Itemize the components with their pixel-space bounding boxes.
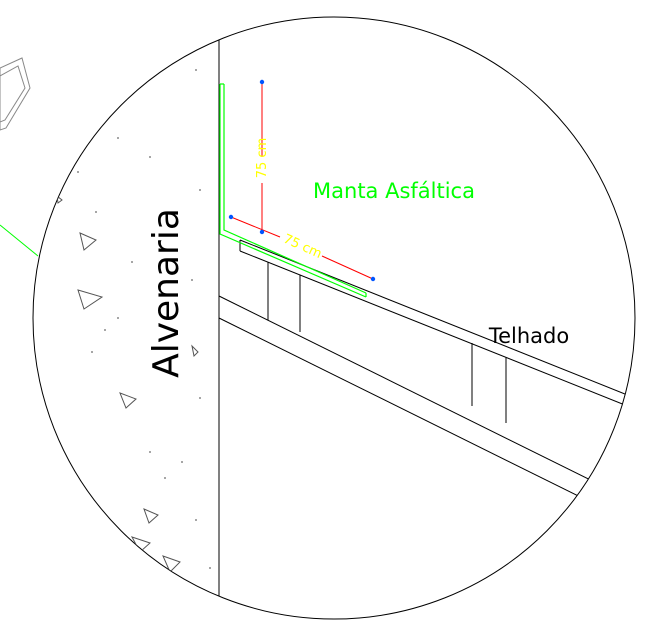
window-detail-fragment bbox=[0, 57, 31, 131]
dim-point-corner bbox=[259, 229, 265, 235]
dim-point-right bbox=[370, 276, 376, 282]
dimension-lines bbox=[230, 82, 374, 280]
roof-surface-line-2 bbox=[239, 250, 635, 414]
roof-beam-upper-line bbox=[218, 295, 635, 508]
vertical-dimension-text: 75 cm bbox=[255, 138, 270, 179]
masonry-dots bbox=[77, 69, 211, 569]
outside-fragments bbox=[0, 57, 39, 257]
roof-beam-lower-line bbox=[218, 317, 635, 530]
dim-point-top bbox=[259, 79, 265, 85]
wall-label: Alvenaria bbox=[146, 208, 187, 378]
dimension-points bbox=[228, 79, 376, 282]
asphalt-membrane bbox=[219, 83, 367, 298]
roof-structure bbox=[218, 239, 635, 530]
detail-circle bbox=[32, 16, 636, 620]
leader-line bbox=[0, 224, 39, 257]
dim-point-left bbox=[228, 214, 234, 220]
diagonal-dim-line-left bbox=[230, 216, 281, 238]
roof-label: Telhado bbox=[488, 324, 569, 348]
diagonal-dimension-text: 75 cm bbox=[281, 232, 324, 262]
membrane-label: Manta Asfáltica bbox=[313, 179, 475, 203]
masonry-hatch bbox=[56, 194, 199, 573]
diagonal-dim-line-right bbox=[321, 255, 374, 280]
